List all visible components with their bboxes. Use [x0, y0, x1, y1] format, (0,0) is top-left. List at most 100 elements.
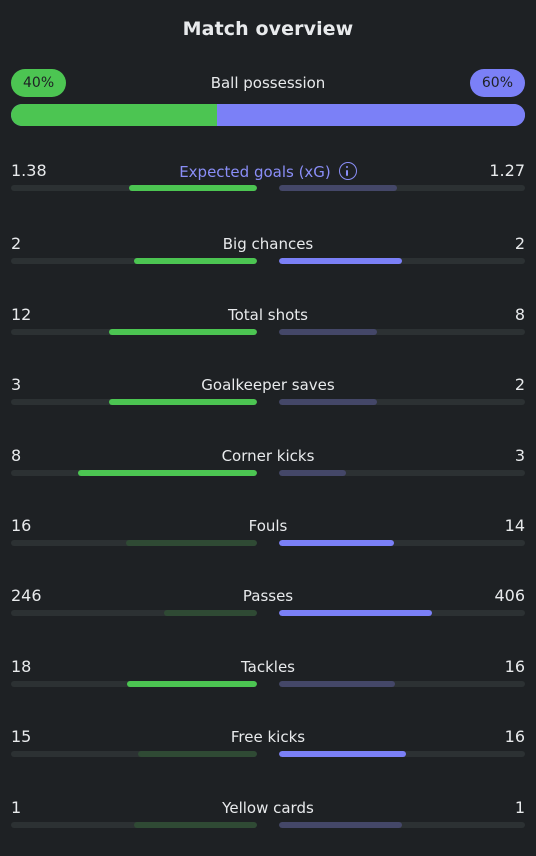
away-stat-value: 16 — [504, 657, 525, 676]
stat-row: 3 Goalkeeper saves 2 — [0, 375, 536, 425]
away-stat-bar — [279, 258, 525, 264]
away-stat-value: 8 — [514, 305, 525, 324]
stat-row: 16 Fouls 14 — [0, 516, 536, 566]
stat-label-text: Big chances — [222, 235, 314, 253]
stat-row: 18 Tackles 16 — [0, 657, 536, 707]
home-stat-value: 18 — [11, 657, 32, 676]
away-stat-bar — [279, 329, 525, 335]
stat-row: 15 Free kicks 16 — [0, 727, 536, 777]
away-stat-bar-fill — [279, 329, 377, 335]
panel-title: Match overview — [182, 18, 354, 40]
stat-label: Free kicks — [0, 728, 536, 746]
home-stat-bar — [11, 540, 257, 546]
possession-label: Ball possession — [210, 74, 326, 92]
home-stat-bar — [11, 822, 257, 828]
stat-label: Tackles — [0, 658, 536, 676]
away-stat-bar — [279, 610, 525, 616]
home-stat-bar — [11, 185, 257, 191]
home-stat-value: 16 — [11, 516, 32, 535]
stat-label: Big chances — [0, 235, 536, 253]
home-stat-value: 15 — [11, 727, 32, 746]
stat-label: Corner kicks — [0, 447, 536, 465]
away-stat-bar-fill — [279, 470, 346, 476]
stat-label: Goalkeeper saves — [0, 376, 536, 394]
home-stat-bar — [11, 751, 257, 757]
away-stat-bar — [279, 681, 525, 687]
home-stat-bar-fill — [127, 681, 257, 687]
stat-label-text: Yellow cards — [222, 799, 314, 817]
stat-label-text: Total shots — [228, 306, 308, 324]
stat-label-text: Tackles — [240, 658, 296, 676]
stat-label-text: Expected goals (xG) — [179, 163, 331, 181]
away-stat-bar — [279, 751, 525, 757]
home-stat-bar-fill — [109, 329, 257, 335]
possession-header: 40% Ball possession 60% — [0, 69, 536, 97]
home-stat-bar-fill — [126, 540, 257, 546]
stat-label-text: Fouls — [248, 517, 288, 535]
away-stat-value: 2 — [514, 375, 525, 394]
stat-row: 8 Corner kicks 3 — [0, 446, 536, 496]
away-stat-value: 3 — [514, 446, 525, 465]
away-stat-bar-fill — [279, 751, 406, 757]
home-stat-bar-fill — [109, 399, 257, 405]
home-possession-badge: 40% — [11, 69, 67, 97]
stat-row: 246 Passes 406 — [0, 586, 536, 636]
away-stat-bar-fill — [279, 681, 395, 687]
away-stat-bar — [279, 399, 525, 405]
stat-label: Passes — [0, 587, 536, 605]
home-stat-bar-fill — [134, 822, 257, 828]
stat-label-text: Passes — [242, 587, 294, 605]
stat-label: Total shots — [0, 306, 536, 324]
stat-row: 1.38 Expected goals (xG) 1.27 — [0, 161, 536, 211]
stat-label[interactable]: Expected goals (xG) — [0, 162, 536, 181]
stat-label: Yellow cards — [0, 799, 536, 817]
possession-bar-away — [217, 104, 525, 126]
away-stat-bar-fill — [279, 540, 394, 546]
away-stat-bar — [279, 540, 525, 546]
home-stat-bar-fill — [78, 470, 257, 476]
away-stat-bar-fill — [279, 258, 402, 264]
possession-bar-home — [11, 104, 217, 126]
home-stat-bar-fill — [138, 751, 257, 757]
home-stat-value: 246 — [11, 586, 42, 605]
home-stat-bar — [11, 681, 257, 687]
home-stat-bar — [11, 610, 257, 616]
home-stat-value: 12 — [11, 305, 32, 324]
home-stat-bar — [11, 399, 257, 405]
away-stat-value: 406 — [494, 586, 525, 605]
stat-label: Fouls — [0, 517, 536, 535]
home-stat-bar — [11, 329, 257, 335]
info-icon[interactable] — [338, 162, 357, 180]
away-stat-bar — [279, 822, 525, 828]
away-stat-bar-fill — [279, 610, 432, 616]
stat-row: 2 Big chances 2 — [0, 234, 536, 284]
away-stat-value: 2 — [514, 234, 525, 253]
home-stat-bar-fill — [134, 258, 257, 264]
away-stat-value: 1.27 — [489, 161, 525, 180]
possession-bar — [11, 104, 525, 126]
away-stat-bar — [279, 470, 525, 476]
away-stat-bar-fill — [279, 822, 402, 828]
stat-label-text: Free kicks — [230, 728, 306, 746]
home-stat-bar — [11, 258, 257, 264]
away-stat-bar-fill — [279, 185, 397, 191]
home-stat-bar-fill — [164, 610, 257, 616]
home-stat-value: 1.38 — [11, 161, 47, 180]
away-possession-badge: 60% — [469, 69, 525, 97]
home-stat-bar — [11, 470, 257, 476]
home-stat-bar-fill — [129, 185, 257, 191]
away-stat-value: 16 — [504, 727, 525, 746]
home-stat-value: 2 — [11, 234, 22, 253]
stat-label-text: Goalkeeper saves — [201, 376, 335, 394]
stat-row: 12 Total shots 8 — [0, 305, 536, 355]
home-stat-value: 8 — [11, 446, 22, 465]
away-stat-value: 14 — [504, 516, 525, 535]
home-stat-value: 1 — [11, 798, 22, 817]
stat-row: 1 Yellow cards 1 — [0, 798, 536, 848]
away-stat-bar-fill — [279, 399, 377, 405]
away-stat-bar — [279, 185, 525, 191]
stat-label-text: Corner kicks — [221, 447, 315, 465]
home-stat-value: 3 — [11, 375, 22, 394]
away-stat-value: 1 — [514, 798, 525, 817]
